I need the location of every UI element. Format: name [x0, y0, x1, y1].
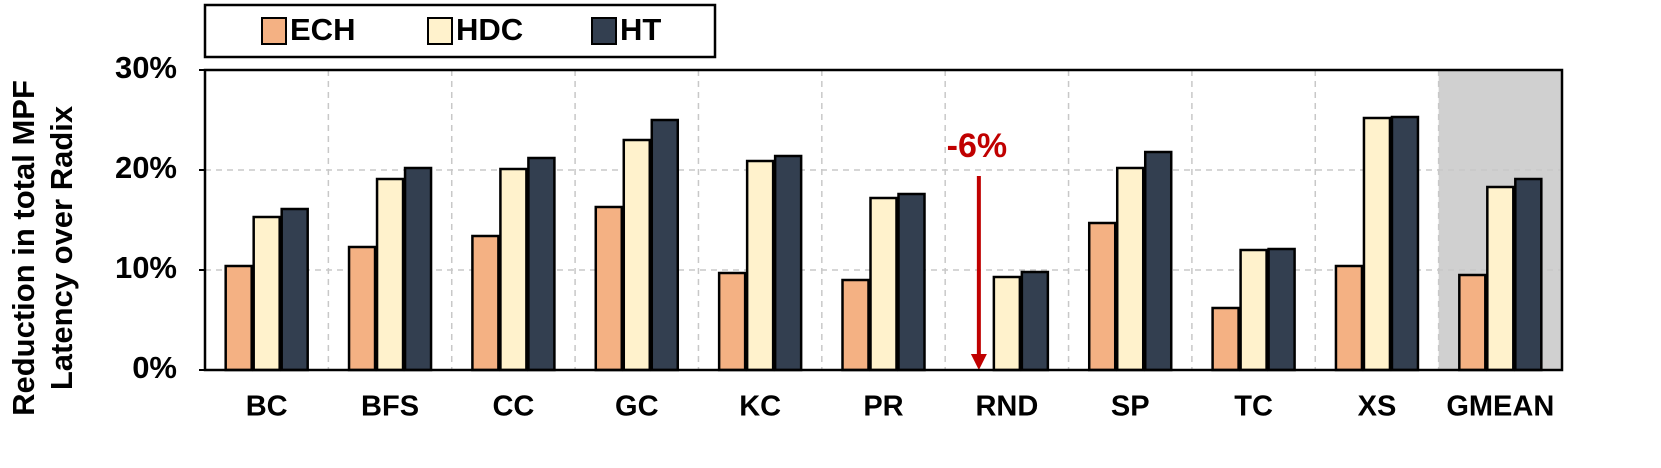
bar	[1239, 248, 1268, 372]
x-tick-label: RND	[975, 391, 1038, 423]
bar	[594, 205, 624, 372]
bar	[897, 192, 926, 372]
bar	[224, 264, 253, 372]
bar	[717, 271, 747, 372]
plot-frame	[203, 68, 1564, 372]
x-tick-label: TC	[1234, 391, 1273, 423]
x-tick-label: GMEAN	[1446, 391, 1554, 423]
legend-swatch	[261, 17, 287, 45]
bar	[347, 245, 377, 372]
bar	[527, 156, 556, 372]
x-tick-label: XS	[1358, 391, 1397, 423]
x-tick-label: CC	[492, 391, 534, 423]
legend-label: ECH	[290, 12, 355, 47]
y-tick-label: 0%	[132, 350, 177, 385]
x-tick-label: KC	[739, 391, 781, 423]
bar	[1390, 115, 1420, 372]
y-tick-label: 10%	[115, 250, 177, 285]
y-axis-title: Reduction in total MPF	[6, 80, 41, 416]
y-axis-title: Latency over Radix	[44, 105, 79, 390]
legend-label: HT	[620, 12, 661, 47]
y-tick-label: 20%	[115, 150, 177, 185]
legend-label: HDC	[456, 12, 523, 47]
bar	[403, 166, 433, 372]
y-tick-label: 30%	[115, 50, 177, 85]
x-tick-label: GC	[615, 391, 659, 423]
bar	[650, 118, 680, 372]
bar	[869, 196, 898, 372]
bar	[841, 278, 870, 372]
bar	[622, 138, 652, 372]
bar	[252, 215, 281, 372]
bar	[1087, 221, 1117, 372]
arrow-head	[970, 354, 987, 370]
legend-box	[203, 3, 717, 59]
legend-swatch	[427, 17, 453, 45]
bar	[773, 154, 803, 372]
bar	[1211, 306, 1240, 372]
bar	[1020, 270, 1050, 372]
bar	[1267, 247, 1296, 372]
bar	[992, 275, 1022, 372]
x-tick-label: BFS	[361, 391, 419, 423]
bar	[1362, 116, 1392, 372]
bar	[1458, 273, 1487, 372]
annotation: -6%	[947, 127, 1007, 165]
bar	[375, 177, 405, 372]
bar	[471, 234, 500, 372]
bar	[280, 207, 309, 372]
legend-swatch	[591, 17, 617, 45]
bar	[499, 167, 528, 372]
x-tick-label: SP	[1111, 391, 1150, 423]
bar	[1514, 177, 1543, 372]
x-tick-label: BC	[246, 391, 288, 423]
x-tick-label: PR	[863, 391, 903, 423]
bar	[745, 159, 775, 372]
bar	[1143, 150, 1173, 372]
bar	[1115, 166, 1145, 372]
bar	[1334, 264, 1364, 372]
bar	[1486, 185, 1515, 372]
